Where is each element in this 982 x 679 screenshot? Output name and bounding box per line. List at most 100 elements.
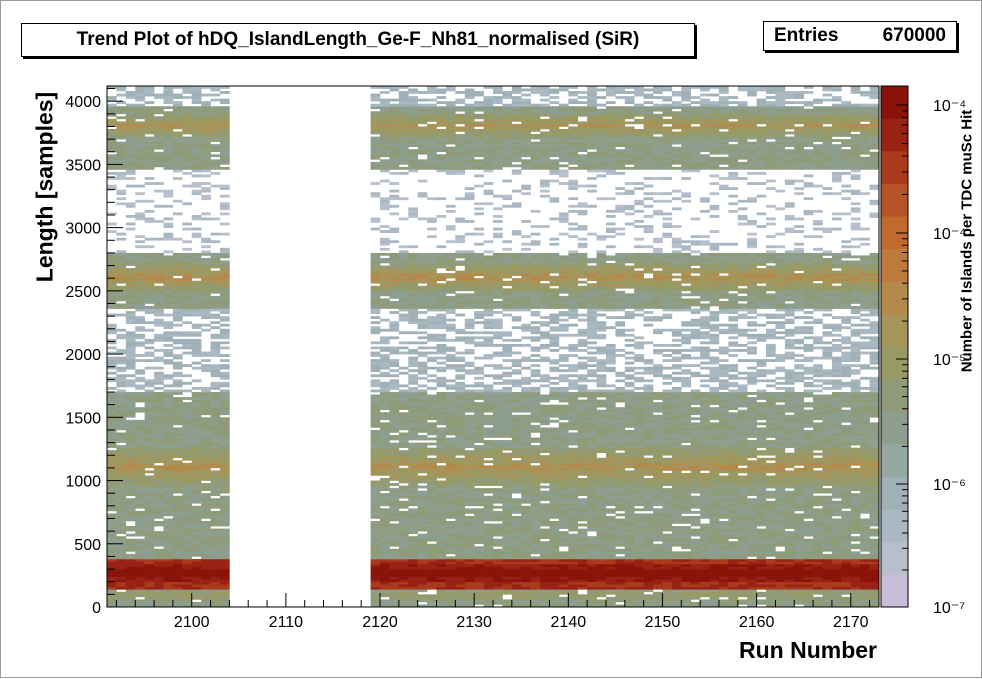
heatmap-cell xyxy=(125,576,136,580)
heatmap-cell xyxy=(511,452,522,456)
heatmap-cell xyxy=(210,513,221,517)
heatmap-cell xyxy=(445,495,456,499)
heatmap-cell xyxy=(427,338,437,342)
heatmap-cell xyxy=(380,146,390,150)
heatmap-cell xyxy=(455,113,466,117)
heatmap-cell xyxy=(540,604,550,608)
heatmap-cell xyxy=(191,126,202,130)
heatmap-cell xyxy=(474,564,484,567)
heatmap-cell xyxy=(398,263,409,266)
heatmap-cell xyxy=(172,384,183,388)
heatmap-cell xyxy=(474,103,484,107)
heatmap-cell xyxy=(125,589,136,593)
heatmap-cell xyxy=(511,86,522,89)
heatmap-cell xyxy=(154,457,164,461)
heatmap-cell xyxy=(135,88,145,92)
heatmap-cell xyxy=(210,290,221,294)
heatmap-cell xyxy=(191,465,202,469)
heatmap-cell xyxy=(116,328,127,332)
heatmap-cell xyxy=(191,397,202,400)
heatmap-cell xyxy=(408,379,418,383)
heatmap-cell xyxy=(154,392,164,395)
heatmap-cell xyxy=(417,422,428,426)
heatmap-cell xyxy=(380,392,390,395)
heatmap-cell xyxy=(201,513,211,517)
heatmap-cell xyxy=(380,336,390,340)
heatmap-cell xyxy=(436,488,447,491)
heatmap-cell xyxy=(483,108,494,112)
heatmap-cell xyxy=(210,161,221,165)
heatmap-cell xyxy=(540,404,550,408)
heatmap-cell xyxy=(370,369,381,373)
heatmap-cell xyxy=(427,113,437,117)
heatmap-cell xyxy=(172,149,183,153)
heatmap-cell xyxy=(474,435,484,438)
heatmap-cell xyxy=(540,531,550,534)
heatmap-cell xyxy=(389,321,400,325)
heatmap-cell xyxy=(511,467,522,471)
heatmap-cell xyxy=(219,194,230,198)
heatmap-cell xyxy=(502,551,513,555)
heatmap-cell xyxy=(436,300,447,304)
heatmap-cell xyxy=(502,371,513,375)
heatmap-cell xyxy=(380,101,390,104)
heatmap-cell xyxy=(125,121,136,125)
heatmap-cell xyxy=(549,505,560,509)
heatmap-cell xyxy=(210,381,221,385)
heatmap-cell xyxy=(530,326,541,330)
heatmap-cell xyxy=(201,86,211,89)
heatmap-cell xyxy=(125,488,136,491)
heatmap-cell xyxy=(219,518,230,522)
heatmap-cell xyxy=(493,445,503,448)
heatmap-cell xyxy=(380,126,390,130)
heatmap-cell xyxy=(182,161,193,165)
heatmap-cell xyxy=(144,528,155,532)
heatmap-cell xyxy=(521,260,531,264)
heatmap-cell xyxy=(125,295,136,299)
heatmap-cell xyxy=(408,351,418,355)
heatmap-cell xyxy=(455,136,466,140)
heatmap-cell xyxy=(172,569,183,572)
heatmap-cell xyxy=(107,490,117,494)
heatmap-cell xyxy=(163,467,174,471)
heatmap-cell xyxy=(380,447,390,451)
heatmap-cell xyxy=(408,500,418,504)
heatmap-cell xyxy=(530,467,541,471)
heatmap-cell xyxy=(540,579,550,583)
heatmap-cell xyxy=(464,589,475,593)
heatmap-cell xyxy=(219,331,230,335)
heatmap-cell xyxy=(182,528,193,532)
heatmap-cell xyxy=(540,437,550,441)
heatmap-cell xyxy=(474,510,484,514)
heatmap-cell xyxy=(398,581,409,585)
heatmap-cell xyxy=(191,379,202,383)
heatmap-cell xyxy=(201,397,211,400)
heatmap-cell xyxy=(172,295,183,299)
heatmap-cell xyxy=(125,556,136,560)
heatmap-cell xyxy=(389,295,400,299)
heatmap-cell xyxy=(125,596,136,600)
heatmap-cell xyxy=(417,574,428,577)
heatmap-cell xyxy=(154,273,164,276)
heatmap-cell xyxy=(549,510,560,514)
heatmap-cell xyxy=(483,409,494,413)
heatmap-cell xyxy=(502,268,513,271)
heatmap-cell xyxy=(107,278,117,282)
heatmap-cell xyxy=(182,523,193,527)
heatmap-cell xyxy=(474,571,484,575)
heatmap-cell xyxy=(521,493,531,497)
heatmap-cell xyxy=(408,581,418,585)
heatmap-cell xyxy=(154,108,164,112)
heatmap-cell xyxy=(107,341,117,345)
heatmap-cell xyxy=(511,526,522,529)
heatmap-cell xyxy=(191,293,202,297)
heatmap-cell xyxy=(464,250,475,254)
heatmap-cell xyxy=(135,558,145,562)
heatmap-cell xyxy=(210,472,221,476)
heatmap-cell xyxy=(511,88,522,92)
heatmap-cell xyxy=(116,510,127,514)
heatmap-cell xyxy=(210,316,221,319)
heatmap-cell xyxy=(389,129,400,132)
heatmap-cell xyxy=(370,103,381,107)
heatmap-cell xyxy=(408,546,418,550)
